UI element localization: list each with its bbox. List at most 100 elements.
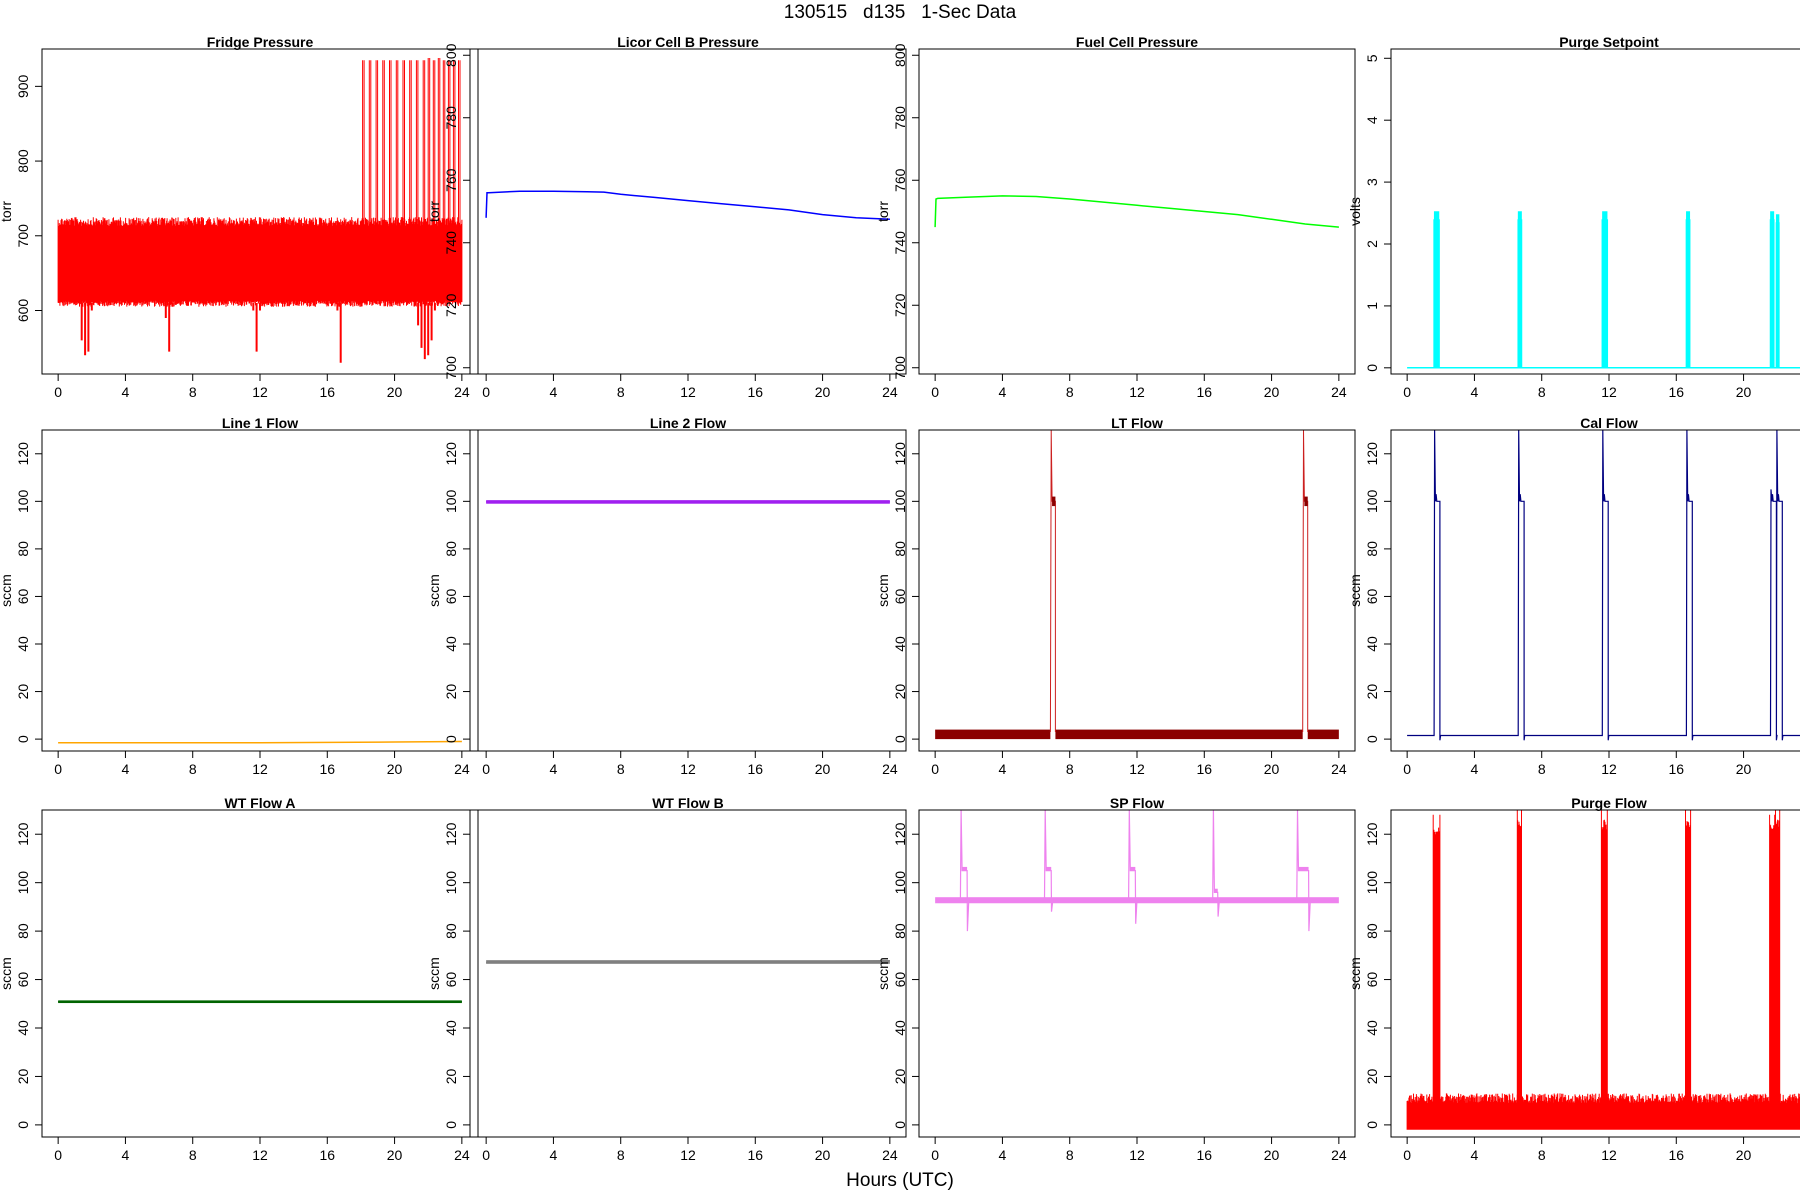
x-tick-label-0-12: 12 (252, 384, 268, 400)
x-axis-label: Hours (UTC) (846, 1170, 954, 1191)
x-tick-label-2-4: 4 (999, 384, 1007, 400)
chart-event-10-2 (1128, 810, 1138, 924)
chart-plot-2 (934, 195, 1339, 228)
y-tick-label-5-120: 120 (443, 442, 459, 466)
x-tick-label-9-8: 8 (617, 1147, 625, 1163)
chart-panel-5: Line 2 Flow 0 4 8 12 16 20 24 0 20 40 60 80 100 120 scc… (426, 415, 907, 777)
chart-title-8: WT Flow A (224, 795, 295, 811)
x-tick-label-6-20: 20 (1264, 761, 1280, 777)
y-tick-label-0-600: 600 (15, 299, 31, 323)
y-tick-label-6-0: 0 (892, 735, 908, 743)
x-tick-label-3-20: 20 (1736, 384, 1752, 400)
chart-frame-2 (918, 48, 1356, 375)
y-tick-label-6-60: 60 (892, 588, 908, 604)
chart-title-9: WT Flow B (652, 795, 724, 811)
x-tick-label-4-20: 20 (387, 761, 403, 777)
x-tick-label-5-24: 24 (882, 761, 898, 777)
y-tick-label-8-60: 60 (15, 972, 31, 988)
chart-title-2: Fuel Cell Pressure (1076, 34, 1198, 50)
x-tick-label-6-24: 24 (1331, 761, 1347, 777)
y-tick-label-3-4: 4 (1364, 116, 1380, 124)
chart-series-1-pressure (485, 190, 890, 221)
x-tick-label-2-0: 0 (931, 384, 939, 400)
chart-panel-3: Purge Setpoint04812162024012345volts (1347, 34, 1800, 400)
x-tick-label-10-12: 12 (1129, 1147, 1145, 1163)
y-tick-label-2-760: 760 (892, 168, 908, 192)
x-tick-label-9-12: 12 (680, 1147, 696, 1163)
y-tick-label-2-740: 740 (892, 231, 908, 255)
y-tick-label-7-80: 80 (1364, 541, 1380, 557)
y-tick-label-3-2: 2 (1364, 240, 1380, 248)
x-tick-label-4-4: 4 (122, 761, 130, 777)
y-axis-label-7: sccm (1347, 574, 1363, 607)
y-axis-6: 0 20 40 60 80 100 120 (892, 442, 920, 743)
x-tick-label-11-16: 16 (1668, 1147, 1684, 1163)
y-tick-label-9-20: 20 (443, 1068, 459, 1084)
chart-frame-3 (1390, 48, 1800, 375)
y-axis-label-10: sccm (875, 957, 891, 990)
chart-frame-7 (1390, 429, 1800, 752)
x-tick-label-4-8: 8 (189, 761, 197, 777)
x-tick-label-5-0: 0 (482, 761, 490, 777)
x-tick-label-0-8: 8 (189, 384, 197, 400)
x-tick-label-4-16: 16 (319, 761, 335, 777)
x-tick-label-4-0: 0 (54, 761, 62, 777)
x-axis-4: 0 4 8 12 16 20 24 (54, 750, 470, 777)
y-axis-label-9: sccm (426, 957, 442, 990)
y-tick-label-6-100: 100 (892, 489, 908, 513)
chart-gap-6-1 (1302, 728, 1308, 741)
y-tick-label-7-60: 60 (1364, 588, 1380, 604)
x-tick-label-0-24: 24 (454, 384, 470, 400)
y-axis-2: 700 720 740 760 780 800 (892, 43, 920, 379)
y-tick-label-2-800: 800 (892, 43, 908, 67)
y-tick-label-4-20: 20 (15, 684, 31, 700)
y-axis-label-11: sccm (1347, 957, 1363, 990)
y-tick-label-1-700: 700 (443, 356, 459, 380)
y-axis-10: 0 20 40 60 80 100 120 (892, 822, 920, 1129)
x-tick-label-8-0: 0 (54, 1147, 62, 1163)
chart-gap-6-0 (1050, 728, 1056, 741)
chart-frame-11 (1390, 809, 1800, 1138)
x-axis-1: 0 4 8 12 16 20 24 (482, 373, 898, 400)
chart-title-4: Line 1 Flow (222, 415, 298, 431)
chart-series-4-flow (58, 740, 462, 744)
x-tick-label-6-12: 12 (1129, 761, 1145, 777)
chart-frame-0 (41, 48, 479, 375)
y-axis-label-2: torr (875, 201, 891, 222)
y-axis-label-8: sccm (0, 957, 14, 990)
x-tick-label-5-20: 20 (815, 761, 831, 777)
chart-frame-10 (918, 809, 1356, 1138)
chart-title-6: LT Flow (1111, 415, 1163, 431)
y-tick-label-5-20: 20 (443, 684, 459, 700)
chart-plot-6 (935, 430, 1339, 741)
x-tick-label-2-8: 8 (1066, 384, 1074, 400)
chart-title-1: Licor Cell B Pressure (617, 34, 759, 50)
y-tick-label-11-20: 20 (1364, 1068, 1380, 1084)
y-tick-label-7-0: 0 (1364, 735, 1380, 743)
chart-event-11-2 (1600, 810, 1608, 1125)
y-tick-label-5-0: 0 (443, 735, 459, 743)
x-tick-label-1-4: 4 (550, 384, 558, 400)
x-tick-label-3-0: 0 (1403, 384, 1411, 400)
chart-plot-0 (57, 58, 463, 363)
y-tick-label-3-0: 0 (1364, 364, 1380, 372)
chart-plot-11 (1406, 810, 1800, 1130)
chart-event-level-10-4 (1298, 866, 1309, 871)
y-tick-label-7-120: 120 (1364, 442, 1380, 466)
x-tick-label-3-8: 8 (1538, 384, 1546, 400)
y-tick-label-10-0: 0 (892, 1121, 908, 1129)
x-tick-label-8-20: 20 (387, 1147, 403, 1163)
y-tick-label-7-100: 100 (1364, 489, 1380, 513)
y-tick-label-8-20: 20 (15, 1068, 31, 1084)
y-tick-label-4-60: 60 (15, 588, 31, 604)
x-axis-9: 0 4 8 12 16 20 24 (482, 1136, 898, 1163)
chart-block-6-0 (1052, 496, 1056, 507)
y-axis-5: 0 20 40 60 80 100 120 (443, 442, 471, 743)
y-axis-label-5: sccm (426, 574, 442, 607)
x-tick-label-3-16: 16 (1668, 384, 1684, 400)
y-tick-label-4-80: 80 (15, 541, 31, 557)
y-axis-0: 600 700 800 900 (15, 74, 43, 323)
x-tick-label-7-4: 4 (1471, 761, 1479, 777)
